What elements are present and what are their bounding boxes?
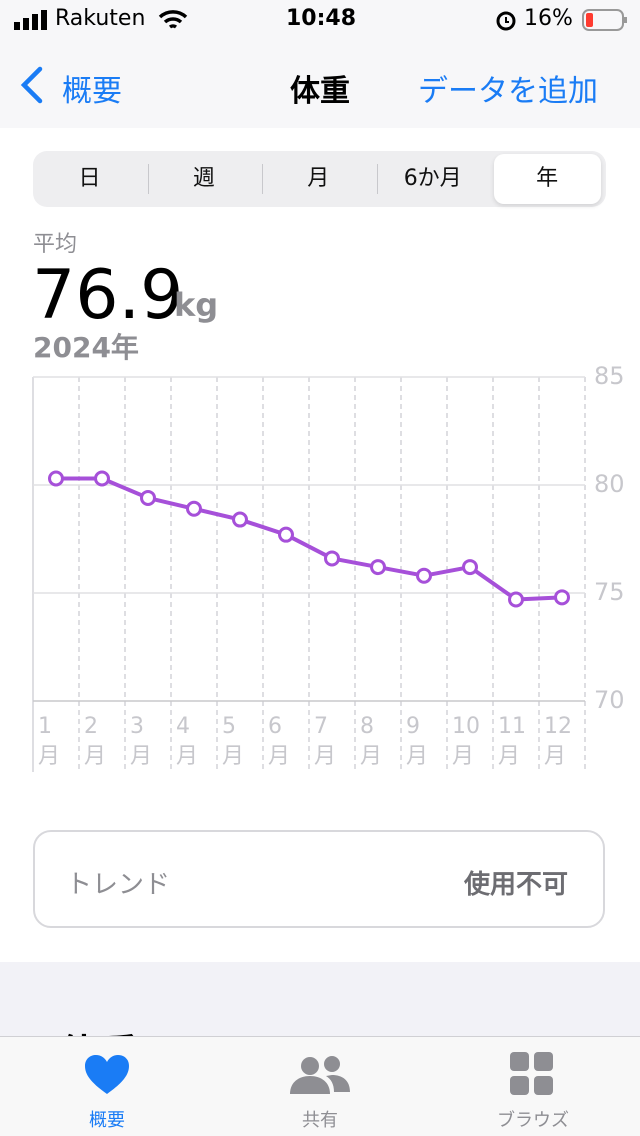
data-point — [48, 470, 64, 487]
x-tick-label: 3月 — [130, 714, 153, 769]
x-tick-label: 4月 — [176, 714, 199, 769]
add-data-button[interactable]: データを追加 — [418, 74, 598, 109]
x-tick-label: 8月 — [360, 714, 383, 769]
data-point — [416, 567, 432, 584]
data-point — [554, 589, 570, 606]
summary-period: 2024年 — [33, 331, 139, 364]
alarm-icon — [496, 11, 516, 31]
segment[interactable]: 年 — [493, 154, 601, 204]
segment-divider — [376, 164, 378, 194]
summary-unit: kg — [174, 286, 219, 324]
segment-divider — [147, 164, 149, 194]
signal-icon — [14, 10, 47, 30]
data-point — [324, 550, 340, 567]
segment[interactable]: 6か月 — [403, 166, 462, 191]
card — [0, 128, 640, 962]
data-point — [94, 470, 110, 487]
data-point — [278, 526, 294, 543]
summary-value: 76.9 — [32, 256, 184, 335]
chart: 70 75 80 85 — [32, 362, 625, 772]
y-tick-label: 75 — [594, 578, 625, 606]
segment-divider — [262, 164, 264, 194]
segment[interactable]: 週 — [192, 166, 215, 191]
header-bg — [0, 0, 640, 128]
x-tick-label: 1月 — [38, 714, 61, 769]
segment[interactable]: 日 — [78, 166, 101, 191]
data-line — [56, 476, 563, 602]
tab-label[interactable]: 概要 — [89, 1110, 125, 1131]
x-tick-label: 5月 — [222, 714, 245, 769]
nav-title: 体重 — [290, 74, 350, 109]
data-point — [462, 559, 478, 576]
tab-icon-sharing[interactable] — [288, 1054, 352, 1096]
data-point — [140, 489, 156, 506]
x-tick-label: 9月 — [406, 714, 429, 769]
summary-label: 平均 — [33, 232, 78, 257]
tab-icon-summary[interactable] — [84, 1054, 130, 1096]
y-tick-label: 70 — [594, 686, 625, 714]
x-tick-label: 2月 — [84, 714, 107, 769]
data-point — [186, 500, 202, 517]
tab-label[interactable]: ブラウズ — [497, 1110, 569, 1131]
battery-icon — [582, 9, 627, 31]
battery-text: 16% — [524, 6, 573, 31]
tab-icon-browse[interactable] — [510, 1052, 554, 1096]
data-point — [508, 591, 524, 608]
trend-label: トレンド — [66, 870, 171, 900]
trend-status: 使用不可 — [464, 870, 569, 900]
carrier: Rakuten — [55, 6, 146, 31]
back-chevron[interactable] — [18, 66, 44, 104]
x-tick-label: 6月 — [268, 714, 291, 769]
trend-card[interactable] — [33, 830, 605, 928]
x-tick-label: 12月 — [544, 714, 572, 769]
data-point — [232, 511, 248, 528]
wifi-icon — [158, 10, 188, 29]
back-button[interactable]: 概要 — [62, 74, 122, 109]
tab-label[interactable]: 共有 — [302, 1110, 338, 1131]
segment[interactable]: 月 — [307, 166, 330, 191]
y-tick-label: 80 — [594, 470, 625, 498]
x-tick-label: 11月 — [498, 714, 526, 769]
y-tick-label: 85 — [594, 362, 625, 390]
x-tick-label: 7月 — [314, 714, 337, 769]
time: 10:48 — [286, 6, 357, 31]
data-point — [370, 559, 386, 576]
x-tick-label: 10月 — [452, 714, 480, 769]
